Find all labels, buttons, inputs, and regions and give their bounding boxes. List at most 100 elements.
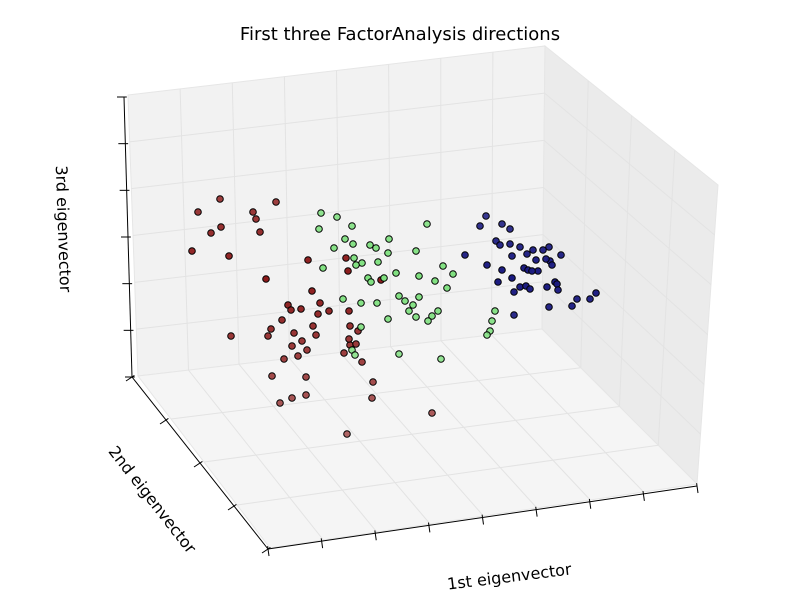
data-point — [352, 352, 359, 359]
data-point — [351, 255, 358, 262]
data-point — [309, 288, 316, 295]
data-point — [288, 307, 295, 314]
data-point — [358, 324, 365, 331]
data-point — [331, 245, 338, 252]
z-axis-label: 3rd eigenvector — [52, 165, 75, 293]
axis-tick — [262, 547, 270, 553]
data-point — [396, 293, 403, 300]
data-point — [279, 317, 286, 324]
data-point — [432, 278, 439, 285]
data-point — [440, 263, 447, 270]
data-point — [444, 285, 451, 292]
data-point — [587, 296, 594, 303]
data-point — [543, 256, 550, 263]
data-point — [540, 247, 547, 254]
data-point — [435, 308, 442, 315]
data-point — [341, 350, 348, 357]
y-axis-label: 2nd eigenvector — [105, 442, 201, 557]
data-point — [492, 308, 499, 315]
data-point — [593, 290, 600, 297]
data-point — [289, 343, 296, 350]
data-point — [217, 196, 224, 203]
data-point — [268, 326, 275, 333]
data-point — [413, 248, 420, 255]
data-point — [574, 296, 581, 303]
data-point — [368, 279, 375, 286]
data-point — [483, 213, 490, 220]
data-point — [569, 303, 576, 310]
data-point — [226, 253, 233, 260]
data-point — [402, 298, 409, 305]
data-point — [349, 223, 356, 230]
data-point — [369, 395, 376, 402]
data-point — [517, 244, 524, 251]
data-point — [265, 333, 272, 340]
data-point — [462, 252, 469, 259]
data-point — [416, 273, 423, 280]
data-point — [263, 276, 270, 283]
data-point — [533, 257, 540, 264]
data-point — [310, 323, 317, 330]
data-point — [346, 336, 353, 343]
data-point — [253, 216, 260, 223]
data-point — [315, 311, 322, 318]
data-point — [555, 287, 562, 294]
data-point — [477, 223, 484, 230]
data-point — [189, 248, 196, 255]
data-point — [353, 341, 360, 348]
data-point — [305, 257, 312, 264]
data-point — [484, 262, 491, 269]
data-point — [425, 318, 432, 325]
data-point — [303, 374, 310, 381]
axis-tick — [268, 546, 269, 556]
data-point — [524, 251, 531, 258]
data-point — [507, 241, 514, 248]
data-point — [316, 226, 323, 233]
data-point — [344, 431, 351, 438]
data-point — [334, 214, 341, 221]
chart-title: First three FactorAnalysis directions — [240, 24, 560, 45]
data-point — [530, 247, 537, 254]
data-point — [497, 242, 504, 249]
data-point — [546, 304, 553, 311]
data-point — [406, 308, 413, 315]
data-point — [549, 262, 556, 269]
data-point — [499, 267, 506, 274]
data-point — [326, 308, 333, 315]
data-point — [299, 338, 306, 345]
data-point — [507, 226, 514, 233]
data-point — [393, 270, 400, 277]
data-point — [544, 284, 551, 291]
data-point — [396, 351, 403, 358]
data-point — [318, 210, 325, 217]
data-point — [320, 265, 327, 272]
data-point — [438, 356, 445, 363]
data-point — [517, 284, 524, 291]
data-point — [385, 250, 392, 257]
data-point — [509, 253, 516, 260]
data-point — [345, 268, 352, 275]
data-point — [511, 289, 518, 296]
data-point — [554, 281, 561, 288]
data-point — [208, 230, 215, 237]
data-point — [499, 221, 506, 228]
data-point — [298, 306, 305, 313]
data-point — [429, 410, 436, 417]
axis-tick — [697, 483, 698, 493]
data-point — [511, 312, 518, 319]
data-point — [484, 332, 491, 339]
data-point — [350, 241, 357, 248]
data-point — [303, 392, 310, 399]
data-point — [342, 236, 349, 243]
data-point — [340, 296, 347, 303]
data-point — [291, 330, 298, 337]
data-point — [410, 302, 417, 309]
data-point — [529, 268, 536, 275]
data-point — [353, 262, 360, 269]
data-point — [289, 395, 296, 402]
data-point — [346, 308, 353, 315]
data-point — [218, 224, 225, 231]
data-point — [317, 300, 324, 307]
